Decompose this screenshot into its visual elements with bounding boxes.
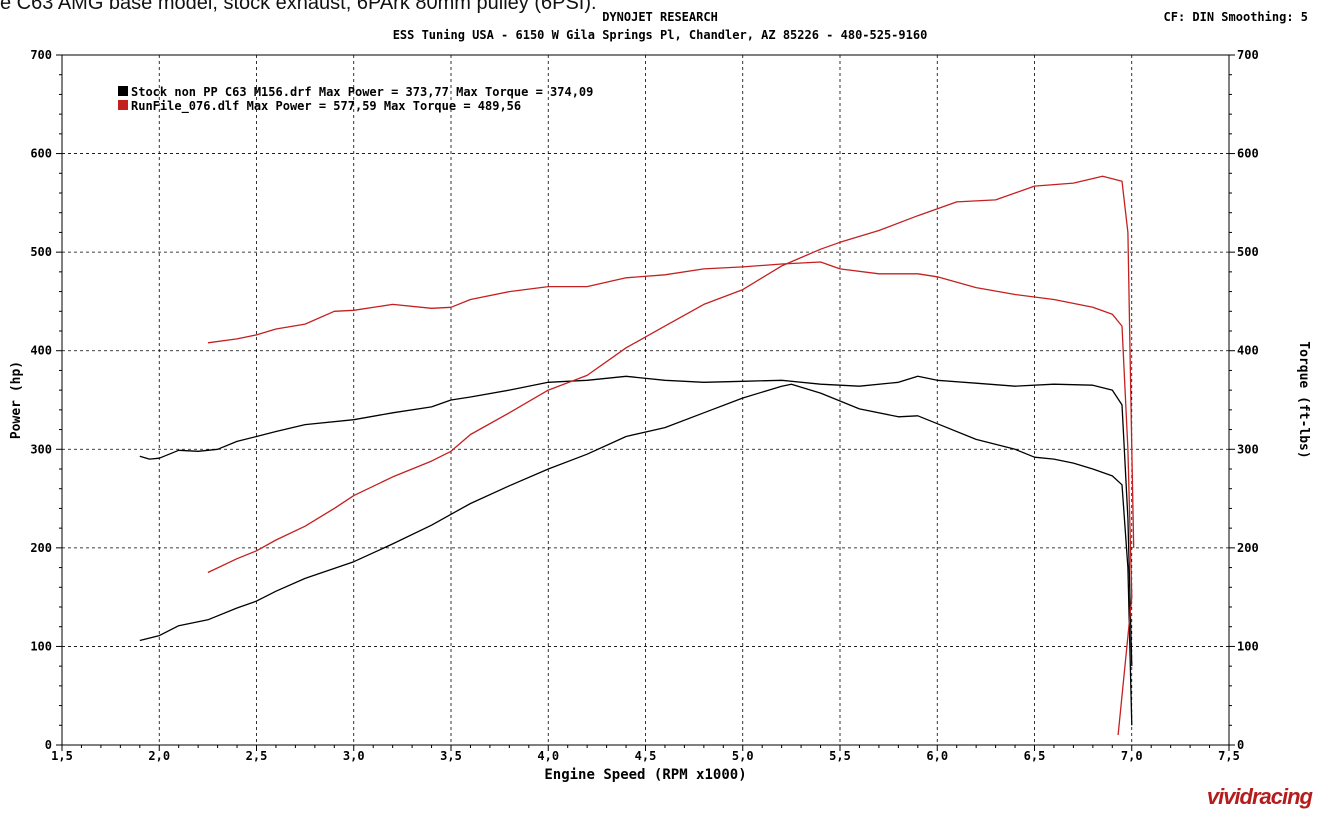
page-caption: e C63 AMG base model, stock exhaust, 6PA… xyxy=(0,0,597,14)
y-axis-label-left: Power (hp) xyxy=(9,361,24,439)
y-tick-label-left: 700 xyxy=(30,48,52,62)
y-tick-label-left: 200 xyxy=(30,541,52,555)
x-tick-label: 1,5 xyxy=(51,749,73,763)
y-tick-label-right: 300 xyxy=(1237,442,1259,456)
y-tick-label-right: 500 xyxy=(1237,245,1259,259)
series-line-torque xyxy=(207,261,1133,736)
y-tick-label-right: 100 xyxy=(1237,639,1259,653)
x-tick-label: 5,0 xyxy=(732,749,754,763)
y-tick-label-right: 200 xyxy=(1237,541,1259,555)
x-tick-label: 6,5 xyxy=(1024,749,1046,763)
x-tick-label: 6,0 xyxy=(926,749,948,763)
x-axis-label: Engine Speed (RPM x1000) xyxy=(544,767,746,783)
x-tick-label: 7,0 xyxy=(1121,749,1143,763)
x-tick-label: 5,5 xyxy=(829,749,851,763)
y-tick-label-left: 100 xyxy=(30,639,52,653)
x-tick-label: 7,5 xyxy=(1218,749,1240,763)
correction-info: CF: DIN Smoothing: 5 xyxy=(1163,10,1309,24)
y-tick-label-right: 700 xyxy=(1237,48,1259,62)
y-tick-label-left: 300 xyxy=(30,442,52,456)
series-line-torque xyxy=(139,375,1133,667)
series-line-power xyxy=(139,383,1133,726)
chart-title: DYNOJET RESEARCH xyxy=(602,10,718,24)
chart-subtitle: ESS Tuning USA - 6150 W Gila Springs Pl,… xyxy=(392,28,928,42)
legend-swatch xyxy=(118,100,128,110)
y-tick-label-left: 0 xyxy=(45,738,52,752)
series-line-power xyxy=(207,175,1135,574)
legend-entry: RunFile_076.dlf Max Power = 577,59 Max T… xyxy=(131,99,521,114)
legend-entry: Stock non PP C63 M156.drf Max Power = 37… xyxy=(131,85,593,99)
x-tick-label: 3,5 xyxy=(440,749,462,763)
y-tick-label-right: 0 xyxy=(1237,738,1244,752)
y-tick-label-right: 600 xyxy=(1237,147,1259,161)
y-tick-label-right: 400 xyxy=(1237,344,1259,358)
y-tick-label-left: 600 xyxy=(30,147,52,161)
x-tick-label: 2,5 xyxy=(246,749,268,763)
y-tick-label-left: 500 xyxy=(30,245,52,259)
x-tick-label: 4,5 xyxy=(635,749,657,763)
x-tick-label: 4,0 xyxy=(537,749,559,763)
x-tick-label: 2,0 xyxy=(148,749,170,763)
x-tick-label: 3,0 xyxy=(343,749,365,763)
brand-logo: vividracing xyxy=(1206,784,1313,809)
y-tick-label-left: 400 xyxy=(30,344,52,358)
legend-swatch xyxy=(118,86,128,96)
y-axis-label-right: Torque (ft-lbs) xyxy=(1296,341,1311,458)
